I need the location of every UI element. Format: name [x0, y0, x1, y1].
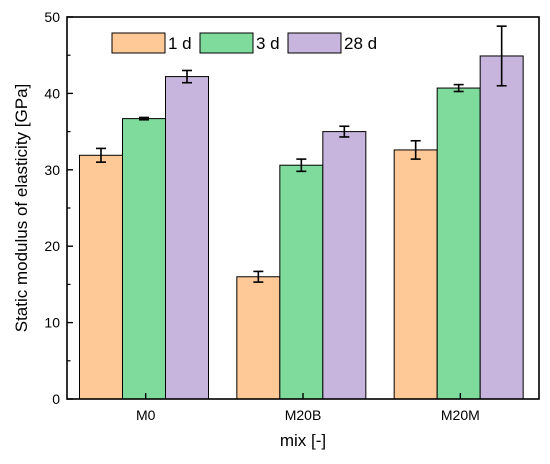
legend-label-1d: 1 d: [168, 34, 192, 53]
legend-label-3d: 3 d: [256, 34, 280, 53]
errorbar-m20b-3d: [296, 158, 307, 173]
errorbar-m0-28d: [182, 69, 192, 84]
legend: 1 d 3 d 28 d: [111, 32, 377, 54]
errorbar-m20b-1d: [253, 270, 264, 283]
x-tick-label-m20b: M20B: [285, 407, 322, 423]
bars-layer: [79, 55, 524, 400]
bar-m0-1d: [79, 154, 123, 400]
bar-m0-28d: [165, 76, 209, 400]
errorbar-m0-3d: [139, 116, 149, 121]
y-tick-label: 0: [52, 391, 60, 407]
bar-m0-3d: [122, 118, 166, 400]
legend-swatch-28d: [287, 32, 342, 54]
errorbar-m0-1d: [96, 147, 106, 163]
errorbar-m20m-28d: [496, 25, 507, 87]
bar-m20m-1d: [393, 149, 438, 400]
bar-m20m-3d: [436, 87, 481, 400]
bar-m20m-28d: [479, 55, 524, 400]
bar-m20b-3d: [279, 164, 324, 400]
x-tick-label-m20m: M20M: [441, 407, 480, 423]
x-axis: M0 M20B M20M: [136, 393, 480, 423]
y-axis-label: Static modulus of elasticity [GPa]: [12, 84, 31, 333]
y-tick-label: 40: [44, 85, 60, 101]
bar-m20b-1d: [236, 276, 281, 400]
legend-swatch-1d: [111, 32, 166, 54]
errorbar-m20b-28d: [339, 125, 350, 138]
y-tick-label: 10: [44, 315, 60, 331]
legend-swatch-3d: [199, 32, 254, 54]
x-axis-label: mix [-]: [280, 431, 326, 450]
errorbar-m20m-3d: [453, 83, 464, 93]
y-axis: 0 10 20 30 40 50: [44, 9, 73, 407]
x-tick-label-m0: M0: [136, 407, 156, 423]
y-tick-label: 20: [44, 238, 60, 254]
y-tick-label: 50: [44, 9, 60, 25]
errorbar-m20m-1d: [410, 139, 421, 160]
legend-label-28d: 28 d: [344, 34, 377, 53]
y-tick-label: 30: [44, 162, 60, 178]
errorbars-layer: [96, 25, 507, 283]
bar-m20b-28d: [322, 131, 367, 400]
